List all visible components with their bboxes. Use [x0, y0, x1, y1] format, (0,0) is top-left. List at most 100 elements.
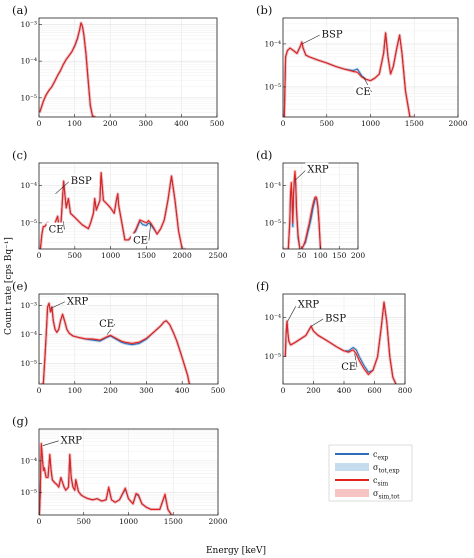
y-tick-label: 10⁻⁴	[20, 330, 37, 339]
annotation-label: XRP	[61, 436, 83, 447]
legend-entry: cexp	[373, 450, 388, 462]
x-tick-label: 400	[337, 386, 352, 395]
y-tick-label: 10⁻⁵	[264, 352, 281, 361]
annotation-arrow	[302, 34, 321, 45]
panel-label: (c)	[12, 148, 27, 162]
panel-label: (e)	[12, 279, 28, 293]
annotation-box	[295, 297, 319, 310]
x-tick-label: 2000	[173, 251, 192, 260]
series-line	[283, 32, 415, 117]
annotation-label: CE	[99, 319, 114, 330]
annotation-arrow	[311, 318, 325, 327]
annotation-arrow	[148, 223, 151, 241]
x-tick-label: 500	[210, 119, 225, 128]
series-line	[40, 302, 190, 384]
x-tick-label: 200	[306, 386, 321, 395]
annotation-label: CE	[356, 87, 371, 98]
annotation-box	[353, 84, 371, 97]
x-tick-label: 2500	[208, 251, 227, 260]
annotation-label: BSP	[322, 30, 343, 41]
x-tick-label: 800	[398, 386, 413, 395]
panel: 0 500 1000 1500 2000 10⁻⁵ 10⁻⁴ (b) BSP CE	[256, 3, 468, 128]
x-tick-label: 500	[320, 119, 335, 128]
y-tick-label: 10⁻⁵	[20, 218, 37, 227]
annotation-box	[58, 433, 82, 446]
panel: 0 500 1000 1500 2000 10⁻⁵ 10⁻⁴ (g) XRP	[12, 414, 228, 526]
x-tick-label: 1000	[361, 119, 380, 128]
legend-swatch-band	[335, 489, 369, 497]
x-tick-label: 2000	[208, 517, 227, 526]
x-tick-label: 100	[67, 119, 82, 128]
x-tick-label: 0	[281, 251, 286, 260]
annotation-box	[305, 162, 329, 175]
y-tick-label: 10⁻⁴	[264, 181, 281, 190]
x-tick-label: 0	[37, 119, 42, 128]
series-line	[39, 22, 96, 117]
x-tick-label: 0	[37, 386, 42, 395]
annotation-box	[68, 173, 92, 186]
x-tick-label: 500	[77, 517, 92, 526]
annotation-arrow	[63, 221, 65, 230]
legend-entry: σsim,tot	[373, 489, 400, 501]
legend-entry: csim	[373, 476, 388, 488]
y-tick-label: 10⁻⁵	[20, 359, 37, 368]
annotation-arrow	[287, 304, 297, 322]
x-tick-label: 0	[37, 251, 42, 260]
annotation-arrow	[55, 180, 70, 195]
series-line	[283, 170, 322, 249]
y-tick-label: 10⁻⁴	[20, 181, 37, 190]
x-tick-label: 100	[68, 386, 83, 395]
panel-label: (d)	[256, 148, 272, 162]
x-tick-label: 0	[281, 386, 286, 395]
x-tick-label: 1500	[164, 517, 183, 526]
y-tick-label: 10⁻⁵	[20, 488, 37, 497]
y-tick-label: 10⁻⁴	[264, 39, 281, 48]
axes-frame	[38, 293, 219, 385]
series-line	[39, 442, 174, 515]
annotation-box	[97, 317, 114, 330]
legend-entry: σtot,exp	[373, 463, 400, 475]
x-tick-label: 1000	[101, 251, 120, 260]
annotation-label: CE	[49, 225, 64, 236]
legend-swatch-band	[335, 463, 369, 471]
annotation-arrow	[295, 169, 307, 181]
panel: 0 100 200 300 400 500 10⁻⁵ 10⁻⁴ 10⁻³ (a)	[12, 3, 224, 128]
panel: 0 200 400 600 800 10⁻⁵ 10⁻⁴ (f) XRP BSP CE	[256, 279, 412, 395]
y-tick-label: 10⁻⁴	[20, 57, 37, 66]
axes-frame	[38, 162, 219, 250]
axes-frame	[38, 17, 218, 118]
panel: 0 500 1000 1500 2000 2500 10⁻⁵ 10⁻⁴ (c) BSP CE CE	[12, 148, 228, 260]
series-line	[284, 301, 397, 384]
panel-label: (b)	[256, 3, 272, 17]
annotation-arrow	[42, 440, 60, 446]
y-tick-label: 10⁻⁵	[20, 93, 37, 102]
plot-area	[39, 18, 217, 117]
y-tick-label: 10⁻³	[20, 20, 37, 29]
annotation-label: BSP	[325, 313, 346, 324]
x-tick-label: 150	[332, 251, 347, 260]
panel: 0 100 200 300 400 500 10⁻⁵ 10⁻⁴ 10⁻³ (e) XRP CE	[12, 279, 225, 395]
panel-label: (g)	[12, 414, 28, 428]
y-tick-label: 10⁻³	[20, 301, 37, 310]
y-tick-label: 10⁻⁴	[20, 456, 37, 465]
annotation-label: XRP	[67, 296, 89, 307]
annotation-label: BSP	[71, 176, 92, 187]
x-tick-label: 1500	[405, 119, 424, 128]
x-tick-label: 50	[297, 251, 307, 260]
annotation-label: XRP	[307, 165, 329, 176]
y-tick-label: 10⁻⁵	[264, 218, 281, 227]
annotation-box	[64, 294, 89, 307]
x-tick-label: 0	[37, 517, 42, 526]
x-tick-label: 0	[281, 119, 286, 128]
panel: 0 50 100 150 200 10⁻⁵ 10⁻⁴ (d) XRP	[256, 148, 365, 260]
x-axis-label: Energy [keV]	[206, 546, 266, 556]
series-line	[39, 172, 186, 249]
y-tick-label: 10⁻⁴	[264, 313, 281, 322]
annotation-arrow	[50, 301, 66, 309]
annotation-box	[319, 27, 343, 40]
x-tick-label: 2000	[448, 119, 467, 128]
x-tick-label: 1000	[119, 517, 138, 526]
